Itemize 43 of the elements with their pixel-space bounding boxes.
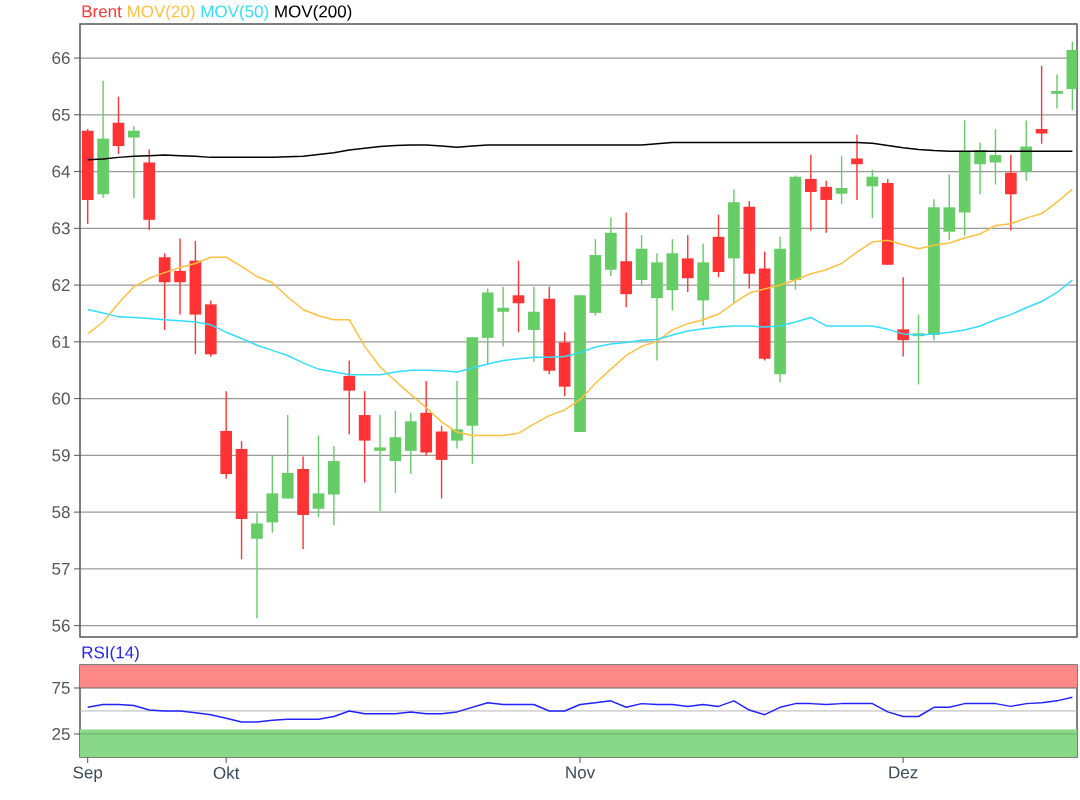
x-tick-label: Nov	[566, 766, 596, 779]
candlestick	[112, 95, 125, 155]
y-tick-label: 56	[52, 619, 70, 632]
y-tick-label: 75	[52, 682, 70, 694]
candlestick	[251, 512, 263, 619]
y-tick-label: 60	[52, 392, 70, 405]
candlestick	[851, 133, 863, 201]
candlestick	[451, 380, 463, 450]
candlestick	[128, 125, 140, 199]
text: MOV(200)	[275, 4, 352, 21]
y-tick-label: 64	[52, 165, 70, 178]
candlestick	[497, 286, 509, 348]
y-tick-label: 25	[52, 727, 70, 741]
x-tick-label: Okt	[213, 766, 240, 780]
candlestick	[820, 179, 833, 234]
text: Brent	[82, 5, 122, 18]
y-tick-label: 62	[52, 279, 70, 292]
candlestick	[1051, 73, 1063, 110]
candlestick	[1004, 154, 1017, 232]
candlestick	[389, 410, 402, 494]
y-tick-label: 66	[52, 52, 70, 65]
candlestick	[512, 259, 525, 333]
candlestick	[681, 234, 694, 293]
candlestick	[174, 237, 186, 316]
candlestick	[989, 128, 1002, 186]
y-tick-label: 57	[52, 562, 70, 575]
y-tick-label: 63	[52, 222, 70, 235]
text: MOV(20)	[127, 4, 195, 21]
y-tick-label: 65	[52, 108, 70, 121]
candlestick	[835, 155, 848, 205]
y-tick-label: 58	[52, 506, 70, 519]
candlestick	[528, 286, 540, 363]
text: MOV(50)	[201, 4, 269, 21]
candlestick	[343, 359, 356, 436]
text: RSI(14)	[82, 645, 139, 662]
x-tick-label: Dez	[889, 766, 918, 779]
candlestick	[1035, 65, 1048, 145]
x-tick-label: Sep	[73, 766, 103, 782]
candlestick	[804, 154, 817, 232]
candlestick	[374, 414, 386, 512]
candlestick	[312, 434, 325, 518]
y-tick-label: 59	[52, 449, 70, 462]
y-tick-label: 61	[52, 335, 70, 348]
